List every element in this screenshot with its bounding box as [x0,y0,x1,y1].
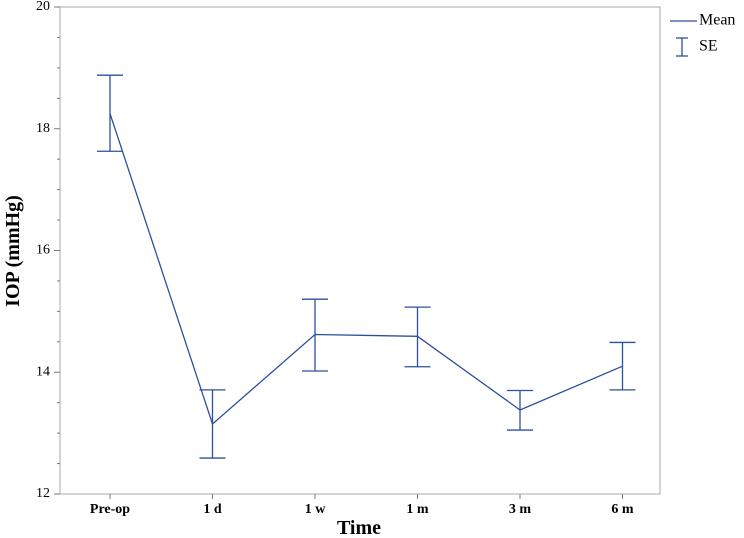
error-bar [97,74,123,152]
x-tick-label: Pre-op [90,502,130,517]
plot-area-frame [59,6,661,495]
error-bars [97,74,636,459]
x-tick-label: 1 d [203,502,222,517]
y-tick-label: 18 [36,121,50,136]
series-line-mean [109,113,623,426]
legend-se-label: SE [699,38,718,55]
x-tick-label: 1 w [305,502,327,517]
y-tick-label: 16 [36,243,50,258]
y-axis: 12 14 16 18 20 [36,0,60,501]
x-tick-label: 6 m [611,502,634,517]
legend-se-swatch [676,37,688,57]
x-axis: Pre-op 1 d 1 w 1 m 3 m 6 m [90,494,634,517]
x-tick-label: 3 m [509,502,532,517]
y-axis-title: IOP (mmHg) [2,195,24,307]
y-tick-label: 12 [36,486,50,501]
x-tick-label: 1 m [406,502,429,517]
y-tick-label: 14 [36,364,50,379]
y-tick-label: 20 [36,0,50,14]
legend: Mean SE [670,12,735,57]
legend-mean-label: Mean [699,12,735,29]
x-axis-title: Time [337,517,381,538]
